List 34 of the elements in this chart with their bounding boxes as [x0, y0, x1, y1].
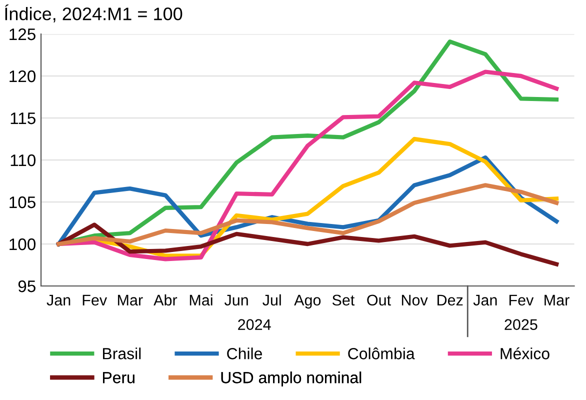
- x-tick-label: Jun: [224, 294, 248, 306]
- y-tick-label: 95: [18, 280, 36, 292]
- text: 2024: [238, 319, 271, 330]
- legend-label: USD amplo nominal: [221, 372, 362, 386]
- line-series: [56, 222, 559, 266]
- x-tick-label: Ago: [294, 294, 321, 309]
- y-tick-label: 110: [10, 154, 36, 166]
- line-series: [56, 183, 559, 246]
- y-tick-label: 100: [10, 238, 36, 250]
- x-tick-label: Mar: [118, 294, 143, 306]
- x-tick-label: Nov: [402, 294, 428, 306]
- y-tick-label: 120: [10, 70, 36, 82]
- legend-label: Colômbia: [348, 348, 415, 360]
- y-tick-label: 115: [10, 112, 36, 124]
- x-tick-label: Fev: [509, 294, 534, 306]
- x-tick-label: Set: [332, 294, 355, 306]
- x-tick-label: Jan: [46, 294, 70, 306]
- y-tick-label: 125: [10, 28, 36, 40]
- x-tick-label: Fev: [82, 294, 108, 306]
- y-tick-label: 105: [10, 196, 36, 208]
- x-tick-label: Jul: [262, 294, 281, 306]
- legend-label: México: [500, 347, 550, 360]
- legend-label: Peru: [103, 372, 134, 384]
- chart-title: Índice, 2024:M1 = 100: [4, 4, 182, 22]
- x-tick-label: Mar: [544, 294, 570, 306]
- x-tick-label: Jan: [473, 294, 497, 306]
- x-tick-label: Mai: [190, 294, 212, 306]
- legend-label: Brasil: [103, 348, 141, 360]
- text: 2025: [504, 319, 538, 330]
- legend-label: Chile: [227, 348, 262, 360]
- x-tick-label: Abr: [154, 294, 178, 306]
- x-tick-label: Dez: [438, 294, 463, 306]
- x-tick-label: Out: [367, 294, 391, 306]
- line-series: [56, 70, 559, 262]
